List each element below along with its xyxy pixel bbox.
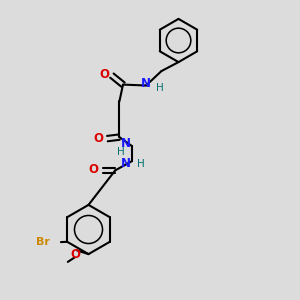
Text: O: O <box>89 163 99 176</box>
Text: O: O <box>94 131 103 145</box>
Text: N: N <box>121 157 131 170</box>
Text: H: H <box>156 83 164 93</box>
Text: H: H <box>137 159 145 169</box>
Text: O: O <box>70 248 81 262</box>
Text: H: H <box>117 147 124 157</box>
Text: O: O <box>99 68 109 82</box>
Text: N: N <box>121 137 131 150</box>
Text: N: N <box>141 76 151 90</box>
Text: Br: Br <box>36 237 50 247</box>
